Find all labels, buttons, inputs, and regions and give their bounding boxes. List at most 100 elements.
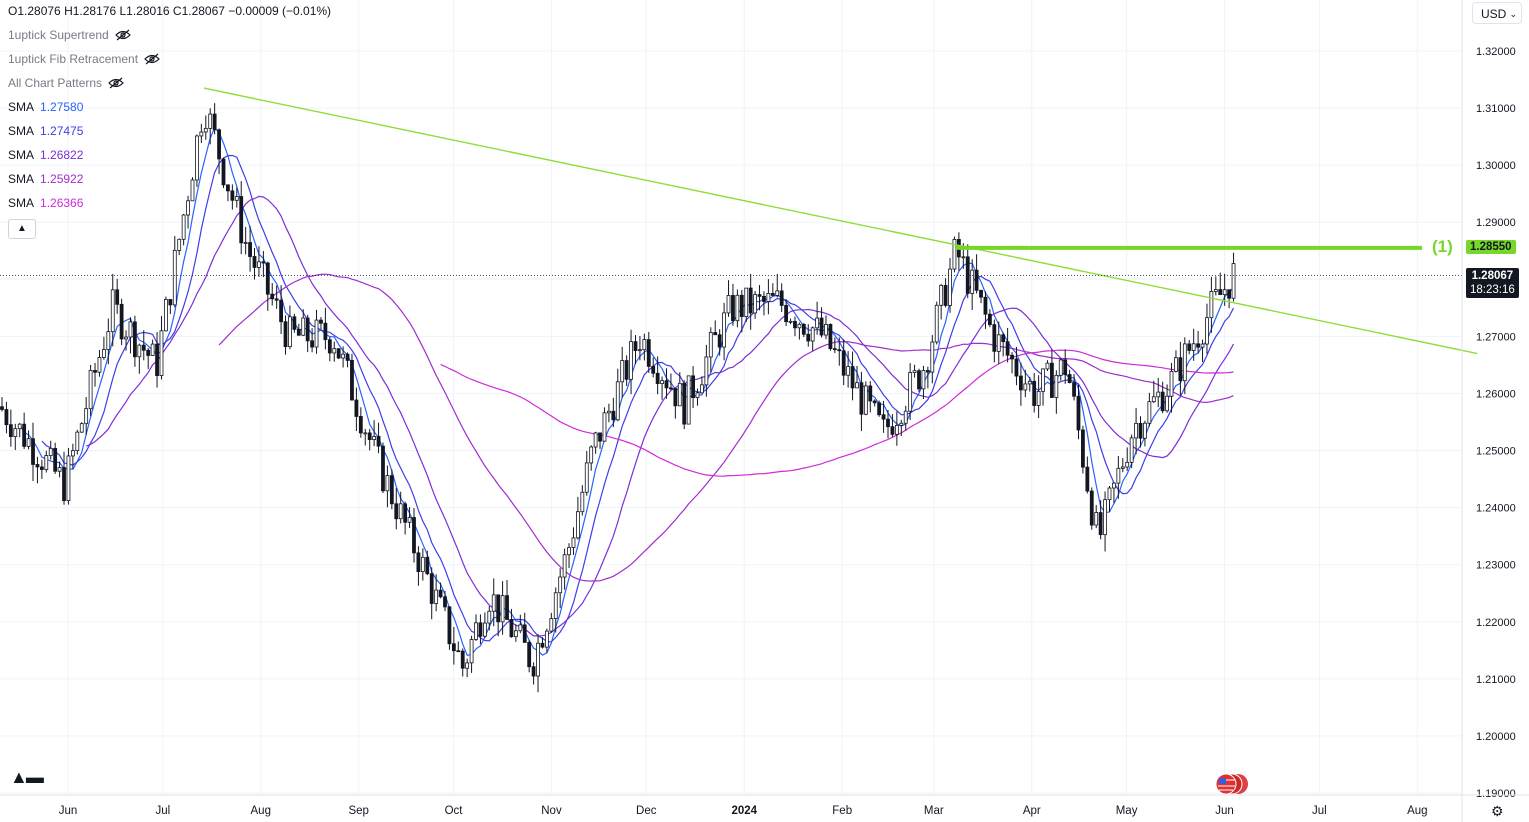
candle <box>257 246 261 277</box>
candle-body <box>101 349 106 358</box>
candle-body <box>607 410 611 414</box>
candle <box>912 364 917 378</box>
x-tick-label: Aug <box>1407 805 1427 817</box>
candle-body <box>97 357 102 373</box>
settings-gear-icon[interactable]: ⚙ <box>1491 803 1504 819</box>
candle <box>624 355 629 386</box>
candle-body <box>669 387 673 390</box>
candle <box>1085 456 1090 494</box>
candle-body <box>598 432 602 442</box>
candle-body <box>930 341 935 373</box>
candle-body <box>970 269 975 294</box>
candle <box>1103 491 1107 552</box>
candle-body <box>1231 263 1236 299</box>
candle-body <box>1209 291 1214 319</box>
candle-body <box>584 462 589 493</box>
candle <box>407 507 412 529</box>
candle <box>482 612 487 638</box>
candle-body <box>881 414 886 420</box>
sma-legend-1[interactable]: SMA 1.27580 <box>8 100 84 114</box>
candle-body <box>739 294 744 318</box>
candle-body <box>1187 343 1192 351</box>
candle <box>469 635 474 673</box>
candle <box>252 247 257 280</box>
candle <box>22 412 27 450</box>
candle <box>793 316 797 337</box>
y-tick-label: 1.19000 <box>1476 788 1516 800</box>
eye-off-icon[interactable] <box>144 53 160 65</box>
candle <box>1041 368 1045 406</box>
candle <box>1209 276 1214 333</box>
candle-body <box>469 639 474 664</box>
candle <box>212 103 217 135</box>
candle-body <box>810 327 815 342</box>
candle <box>735 289 740 328</box>
candle <box>186 195 190 229</box>
tradingview-logo-icon[interactable]: ▲▬ <box>10 767 44 787</box>
candle <box>93 362 97 387</box>
candle-body <box>199 131 204 137</box>
candle <box>775 273 780 298</box>
candle <box>899 419 904 437</box>
indicator-supertrend[interactable]: 1uptick Supertrend <box>8 28 131 42</box>
indicator-fib-retracement[interactable]: 1uptick Fib Retracement <box>8 52 160 66</box>
x-tick-label: May <box>1116 805 1138 817</box>
x-tick-label: Aug <box>251 805 271 817</box>
candle-body <box>323 322 328 341</box>
candle <box>584 451 589 496</box>
candle <box>1120 458 1125 473</box>
candle-body <box>921 370 926 390</box>
candle-body <box>620 360 625 383</box>
candle-body <box>443 596 447 608</box>
candle <box>567 543 571 569</box>
candle <box>97 349 102 377</box>
candle <box>119 298 124 346</box>
candle <box>66 447 71 505</box>
candle <box>1036 375 1041 419</box>
candle <box>509 608 514 638</box>
candle-body <box>363 432 368 435</box>
sma-legend-2[interactable]: SMA 1.27475 <box>8 124 84 138</box>
eye-off-icon[interactable] <box>114 29 131 41</box>
candle-body <box>456 650 461 653</box>
candle <box>358 407 363 438</box>
indicator-chart-patterns[interactable]: All Chart Patterns <box>8 76 124 90</box>
candle <box>332 341 337 362</box>
candle-body <box>496 594 501 623</box>
candle <box>1014 346 1019 386</box>
candle-body <box>1151 396 1156 403</box>
candle-body <box>872 400 877 404</box>
candle-body <box>1103 499 1107 536</box>
candle-body <box>137 344 142 358</box>
collapse-legend-button[interactable]: ▲ <box>8 219 36 239</box>
candle <box>576 496 580 540</box>
chevron-down-icon: ⌄ <box>1509 9 1517 19</box>
candle-body <box>664 380 669 389</box>
candle <box>398 491 403 524</box>
candle-body <box>660 380 664 384</box>
candle-body <box>992 324 997 352</box>
candle-body <box>478 622 483 637</box>
candle <box>1138 416 1143 448</box>
candle <box>447 606 452 650</box>
candle-body <box>350 360 354 401</box>
candle <box>1231 252 1236 302</box>
currency-select[interactable]: USD ⌄ <box>1472 2 1522 24</box>
candle-body <box>567 547 571 556</box>
sma-legend-5[interactable]: SMA 1.26366 <box>8 196 84 210</box>
candle <box>886 409 890 439</box>
sma-legend-4[interactable]: SMA 1.25922 <box>8 172 84 186</box>
candle-body <box>531 666 536 677</box>
eye-off-icon[interactable] <box>108 77 124 89</box>
candle <box>1116 455 1121 499</box>
sma-legend-3[interactable]: SMA 1.26822 <box>8 148 84 162</box>
candle <box>305 314 310 353</box>
candle <box>500 581 505 635</box>
candle <box>438 582 443 599</box>
candle-body <box>1072 382 1076 397</box>
us-flag-icon[interactable] <box>1214 773 1250 795</box>
candle <box>1213 276 1218 296</box>
candle <box>1156 377 1161 408</box>
candle <box>939 283 944 320</box>
